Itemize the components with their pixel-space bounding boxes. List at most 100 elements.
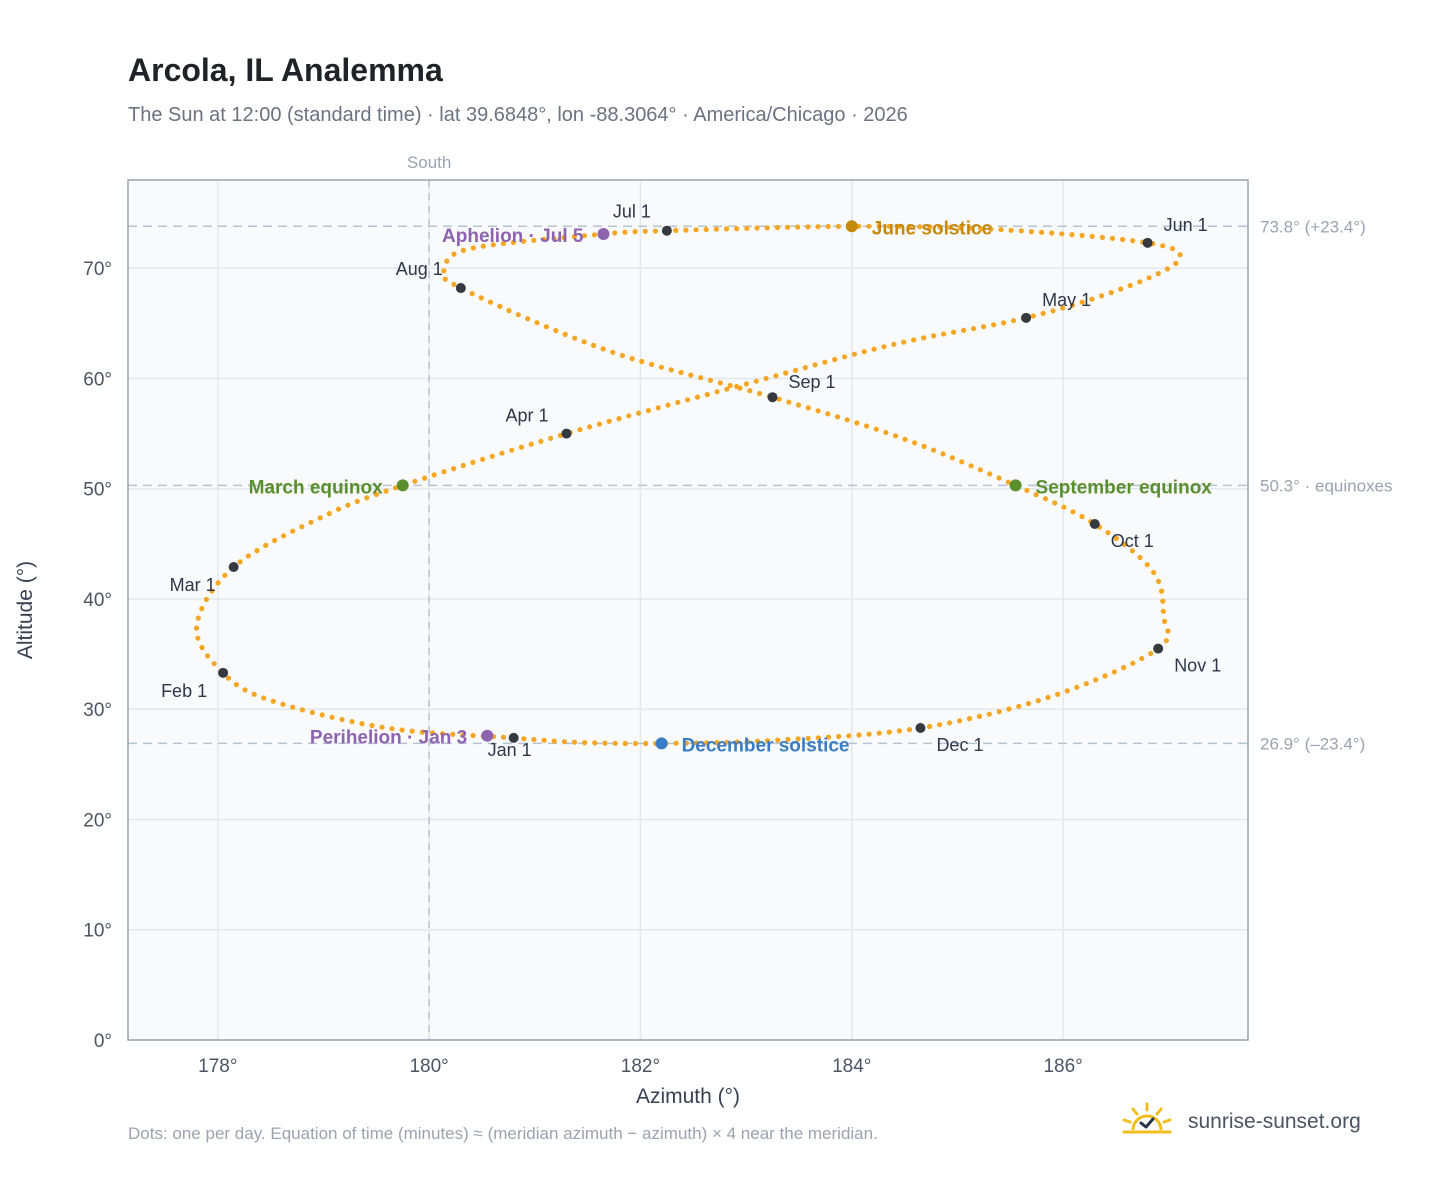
daily-sun-dot	[1160, 598, 1166, 604]
daily-sun-dot	[442, 276, 448, 282]
daily-sun-dot	[866, 731, 872, 737]
daily-sun-dot	[460, 732, 466, 738]
daily-sun-dot	[991, 322, 997, 328]
x-axis-title: Azimuth (°)	[636, 1085, 740, 1108]
daily-sun-dot	[280, 701, 286, 707]
daily-sun-dot	[335, 506, 342, 512]
month-marker	[508, 732, 519, 743]
daily-sun-dot	[959, 459, 965, 465]
daily-sun-dot	[548, 435, 554, 441]
month-label: Aug 1	[396, 259, 443, 279]
y-tick-label: 20°	[83, 810, 112, 831]
daily-sun-dot	[1035, 698, 1041, 704]
month-label: Sep 1	[789, 372, 836, 392]
daily-sun-dot	[966, 716, 973, 722]
daily-sun-dot	[707, 377, 714, 383]
daily-sun-dot	[949, 455, 956, 461]
daily-sun-dot	[1137, 279, 1143, 285]
daily-sun-dot	[805, 735, 811, 742]
month-label: Jul 1	[613, 202, 651, 222]
daily-sun-dot	[951, 329, 957, 335]
daily-sun-dot	[981, 324, 987, 330]
daily-sun-dot	[1118, 286, 1124, 292]
daily-sun-dot	[795, 224, 801, 230]
daily-sun-dot	[921, 335, 927, 341]
daily-sun-dot	[379, 724, 385, 730]
daily-sun-dot	[881, 344, 887, 350]
daily-sun-dot	[497, 303, 503, 309]
daily-sun-dot	[977, 467, 984, 473]
daily-sun-dot	[775, 737, 781, 743]
daily-sun-dot	[1016, 703, 1022, 709]
daily-sun-dot	[753, 378, 759, 384]
daily-sun-dot	[518, 444, 525, 450]
daily-sun-dot	[754, 225, 760, 231]
daily-sun-dot	[1089, 233, 1095, 239]
daily-sun-dot	[1162, 618, 1168, 625]
daily-sun-dot	[795, 736, 801, 742]
daily-sun-dot	[931, 333, 937, 339]
daily-sun-dot	[254, 548, 260, 554]
daily-sun-dot	[805, 224, 811, 230]
month-label: Jan 1	[488, 740, 532, 760]
daily-sun-dot	[1070, 509, 1076, 515]
daily-sun-dot	[927, 224, 933, 230]
daily-sun-dot	[245, 553, 251, 559]
daily-sun-dot	[683, 740, 689, 746]
daily-sun-dot	[783, 370, 789, 376]
daily-sun-dot	[773, 373, 779, 379]
daily-sun-dot	[896, 728, 903, 734]
daily-sun-dot	[911, 337, 917, 343]
daily-sun-dot	[714, 740, 720, 746]
daily-sun-dot	[927, 723, 933, 730]
daily-sun-dot	[851, 351, 858, 357]
daily-sun-dot	[764, 225, 770, 231]
daily-sun-dot	[571, 234, 577, 240]
daily-sun-dot	[1061, 504, 1067, 510]
month-marker	[661, 225, 672, 236]
x-tick-label: 182°	[621, 1056, 660, 1077]
daily-sun-dot	[553, 328, 559, 334]
daily-sun-dot	[354, 498, 360, 504]
event-marker	[845, 220, 858, 233]
analemma-curve	[194, 223, 1183, 747]
daily-sun-dot	[632, 229, 638, 235]
month-markers: Jan 1 Feb 1 Mar 1 Apr 1 May 1 Jun 1 Jul 1 Aug 1…	[161, 202, 1221, 760]
daily-sun-dot	[389, 726, 395, 732]
plot-area	[128, 180, 1248, 1040]
daily-sun-dot	[678, 369, 684, 376]
daily-sun-dot	[724, 739, 730, 745]
daily-sun-dot	[1173, 260, 1179, 266]
daily-sun-dot	[606, 418, 612, 424]
daily-sun-dot	[1055, 691, 1061, 697]
daily-sun-dot	[785, 736, 791, 743]
daily-sun-dot	[281, 533, 287, 539]
daily-sun-dot	[460, 462, 466, 469]
daily-sun-dot	[199, 606, 205, 612]
daily-sun-dot	[940, 451, 946, 457]
daily-sun-dot	[194, 625, 200, 631]
daily-sun-dot	[541, 737, 547, 743]
daily-sun-dot	[743, 381, 750, 387]
brand-logo[interactable]: sunrise-sunset.org	[1120, 1102, 1361, 1141]
daily-sun-dot	[961, 327, 967, 333]
month-marker	[767, 392, 778, 403]
daily-sun-dot	[470, 245, 476, 251]
daily-sun-dot	[688, 372, 694, 378]
daily-sun-dot	[441, 268, 447, 274]
daily-sun-dot	[1024, 487, 1030, 493]
daily-sun-dot	[856, 732, 862, 738]
daily-sun-dot	[947, 720, 953, 726]
daily-sun-dot	[1109, 235, 1116, 241]
daily-sun-dot	[1130, 238, 1136, 244]
daily-sun-dot	[610, 349, 616, 355]
south-label: South	[407, 153, 451, 172]
daily-sun-dot	[506, 308, 512, 314]
daily-sun-dot	[515, 312, 521, 318]
daily-sun-dot	[602, 740, 608, 746]
month-label: Feb 1	[161, 681, 207, 701]
reference-line-label: 50.3° · equinoxes	[1260, 476, 1393, 495]
daily-sun-dot	[369, 722, 375, 729]
daily-sun-dot	[1165, 628, 1171, 634]
daily-sun-dot	[451, 251, 457, 257]
